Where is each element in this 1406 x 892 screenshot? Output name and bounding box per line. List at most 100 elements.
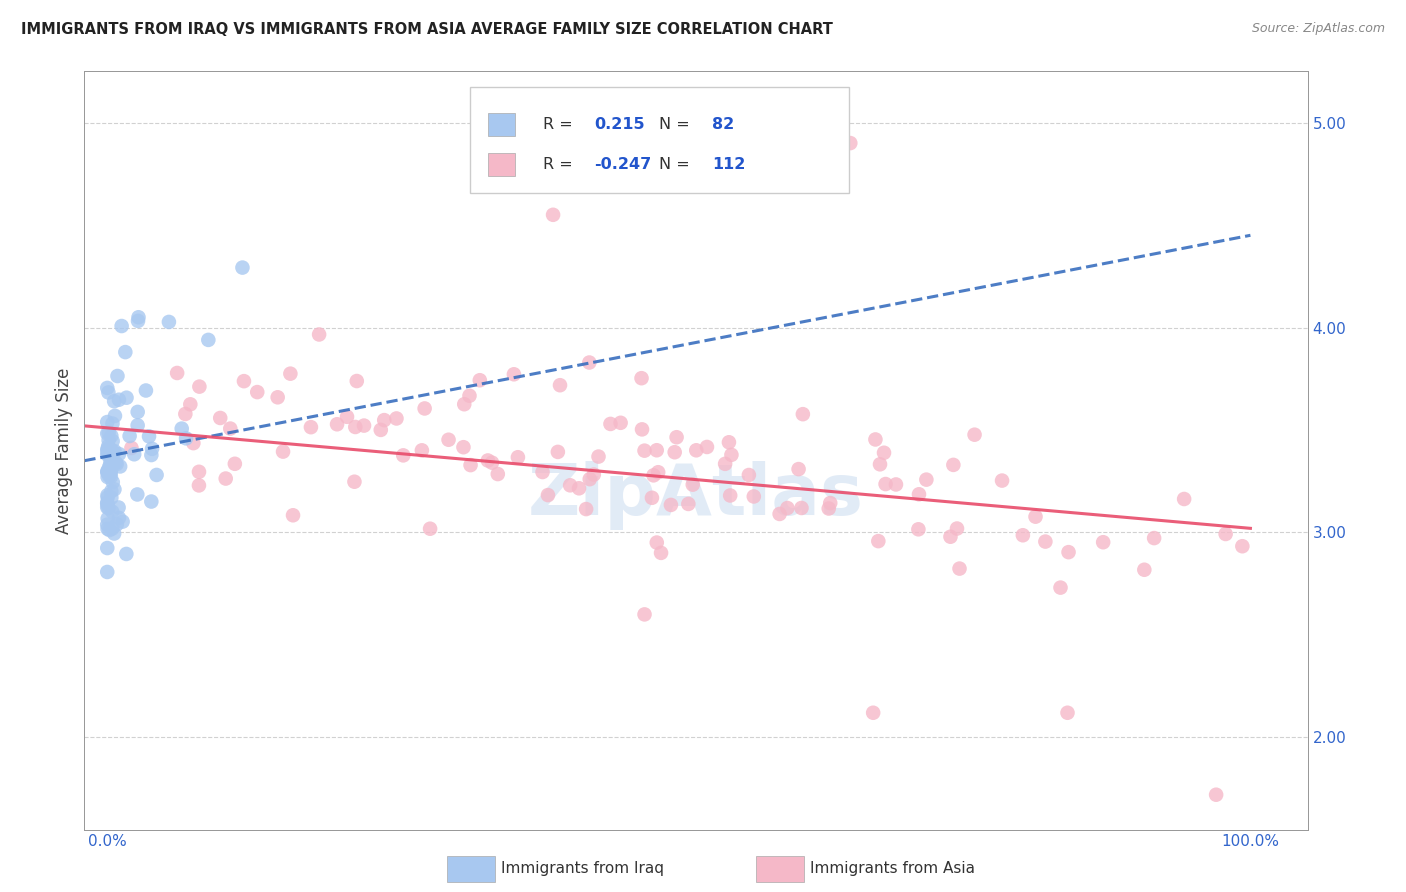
Point	[97, 522, 120, 536]
FancyBboxPatch shape	[470, 87, 849, 193]
Point	[575, 502, 598, 516]
Text: N =: N =	[659, 157, 695, 172]
Point	[174, 407, 197, 421]
Point	[531, 465, 554, 479]
Point	[96, 488, 118, 502]
Point	[578, 355, 600, 369]
Point	[96, 541, 118, 555]
Point	[114, 345, 136, 359]
Point	[873, 446, 896, 460]
Text: 112: 112	[711, 157, 745, 172]
Point	[506, 450, 529, 465]
Point	[942, 458, 965, 472]
Point	[717, 435, 740, 450]
Point	[127, 418, 149, 433]
Point	[631, 422, 654, 436]
Point	[915, 473, 938, 487]
Point	[633, 607, 655, 622]
Text: N =: N =	[659, 118, 695, 132]
Point	[948, 561, 970, 575]
Point	[963, 427, 986, 442]
Point	[685, 443, 707, 458]
Point	[385, 411, 408, 425]
Point	[650, 546, 672, 560]
Point	[336, 409, 359, 424]
Point	[588, 450, 610, 464]
Point	[609, 416, 631, 430]
FancyBboxPatch shape	[488, 113, 515, 136]
Point	[537, 488, 560, 502]
Point	[231, 260, 253, 275]
Point	[541, 208, 564, 222]
Point	[299, 420, 322, 434]
Point	[120, 441, 142, 455]
Point	[97, 439, 120, 453]
Point	[103, 483, 125, 497]
Point	[875, 477, 897, 491]
Point	[862, 706, 884, 720]
Text: ZipAtlas: ZipAtlas	[529, 461, 863, 531]
Point	[105, 517, 128, 532]
Point	[720, 448, 742, 462]
Point	[645, 443, 668, 458]
Point	[1232, 539, 1254, 553]
Point	[233, 374, 256, 388]
Point	[157, 315, 180, 329]
Point	[128, 310, 150, 325]
Point	[103, 445, 125, 459]
Point	[219, 421, 242, 435]
Point	[96, 517, 118, 532]
Point	[107, 500, 129, 515]
Point	[392, 449, 415, 463]
Point	[1143, 531, 1166, 545]
Point	[96, 565, 118, 579]
Point	[647, 465, 669, 479]
Point	[100, 491, 122, 505]
Point	[578, 472, 600, 486]
Point	[547, 445, 569, 459]
Point	[907, 522, 929, 536]
Point	[101, 522, 124, 536]
Point	[100, 455, 122, 469]
Point	[127, 314, 149, 328]
Point	[280, 367, 302, 381]
Point	[103, 526, 125, 541]
Point	[97, 447, 120, 461]
Point	[477, 453, 499, 467]
Text: R =: R =	[543, 118, 578, 132]
Point	[346, 374, 368, 388]
Point	[568, 481, 591, 495]
Text: Source: ZipAtlas.com: Source: ZipAtlas.com	[1251, 22, 1385, 36]
Point	[643, 468, 665, 483]
Point	[486, 467, 509, 481]
Point	[792, 407, 814, 421]
Point	[96, 465, 118, 479]
Point	[101, 475, 124, 490]
Point	[100, 429, 122, 443]
Point	[188, 465, 211, 479]
Point	[818, 496, 841, 510]
Point	[96, 500, 118, 515]
Text: Immigrants from Asia: Immigrants from Asia	[810, 862, 974, 876]
Point	[170, 421, 193, 435]
Point	[138, 429, 160, 443]
Point	[100, 469, 122, 483]
Point	[246, 385, 269, 400]
Point	[437, 433, 460, 447]
Point	[1092, 535, 1115, 549]
Point	[630, 371, 652, 385]
Y-axis label: Average Family Size: Average Family Size	[55, 368, 73, 533]
Point	[939, 530, 962, 544]
Point	[738, 468, 761, 483]
Point	[582, 467, 605, 482]
Point	[179, 397, 201, 411]
Point	[419, 522, 441, 536]
Point	[108, 511, 131, 525]
Point	[215, 471, 238, 485]
Point	[665, 430, 688, 444]
Point	[97, 491, 120, 505]
Point	[790, 500, 813, 515]
Point	[266, 390, 288, 404]
Text: Immigrants from Iraq: Immigrants from Iraq	[501, 862, 664, 876]
Point	[759, 140, 782, 154]
